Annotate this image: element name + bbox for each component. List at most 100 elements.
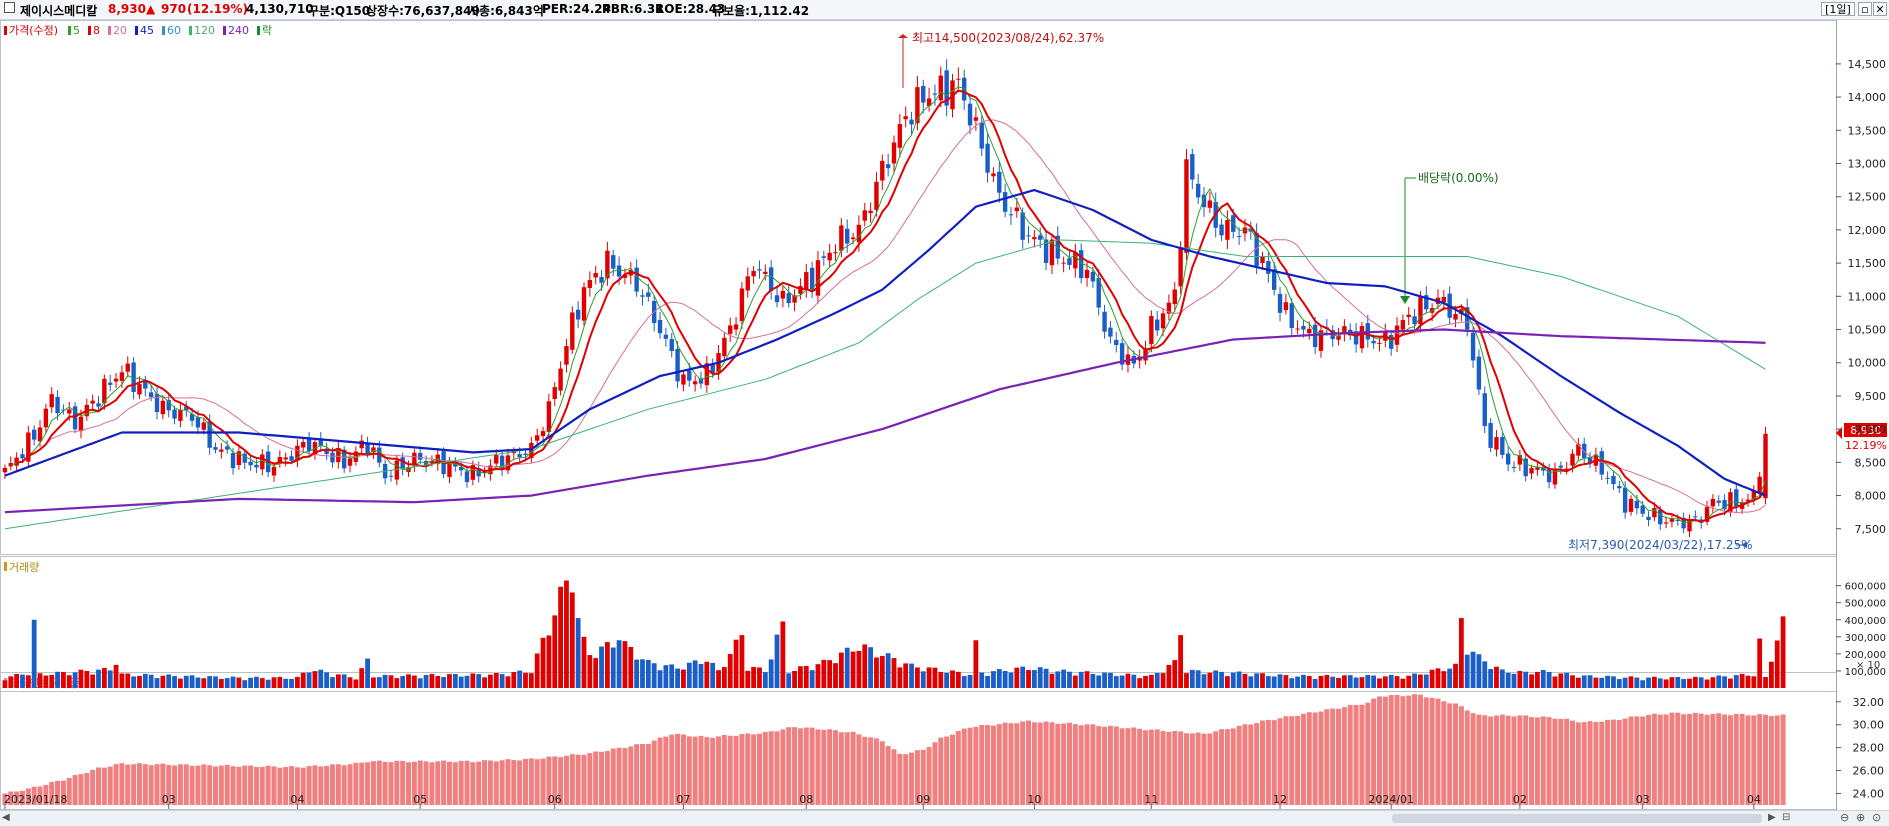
horizontal-scrollbar[interactable]: ◀ ▶ ⊟ ⊖ ⊕ ⊙: [0, 810, 1889, 826]
candle-body: [1201, 194, 1207, 208]
zoom-in-icon[interactable]: ⊕: [1856, 811, 1866, 824]
x-axis-label: 11: [1144, 793, 1158, 806]
foreign-bar: [1236, 725, 1242, 805]
foreign-bar: [903, 754, 909, 805]
zoom-reset-icon[interactable]: ⊙: [1872, 811, 1882, 824]
foreign-bar: [376, 760, 382, 805]
foreign-bar: [1675, 712, 1681, 805]
volume-bar: [1359, 677, 1365, 688]
scroll-left-icon[interactable]: ◀: [2, 812, 10, 823]
foreign-bar: [1084, 724, 1090, 805]
change-up-icon: ▲: [146, 2, 156, 16]
candle-body: [131, 362, 136, 392]
volume-bar: [452, 673, 458, 688]
foreign-bar: [651, 740, 657, 805]
foreign-bar: [1400, 696, 1406, 805]
volume-bar: [891, 658, 897, 688]
price-tick-label: 13,500: [1848, 124, 1887, 137]
volume-bar: [1242, 673, 1248, 688]
volume-bar: [1692, 676, 1698, 688]
foreign-bar: [125, 764, 131, 805]
foreign-bar: [66, 777, 72, 805]
candle-body: [1236, 236, 1242, 238]
candle-body: [55, 396, 60, 414]
foreign-bar: [1552, 718, 1558, 805]
foreign-bar: [979, 725, 985, 805]
candle-body: [1734, 489, 1739, 507]
volume-panel-title: 거래량: [9, 561, 39, 574]
foreign-bar: [49, 782, 55, 805]
stock-chart[interactable]: 가격(수정) 5 8 20 45 60 120 240 락 최고14,500(2023/08/…: [0, 20, 1889, 810]
candle-body: [412, 452, 417, 466]
window-maximize-icon[interactable]: ▫: [1858, 2, 1872, 16]
candle-body: [605, 250, 610, 279]
foreign-bar: [259, 766, 265, 805]
candle-body: [845, 228, 850, 244]
volume-bar: [160, 675, 166, 688]
foreign-bar: [873, 738, 879, 805]
candle-body: [1283, 302, 1289, 311]
foreign-bar: [119, 763, 125, 805]
foreign-tick-label: 32.00: [1853, 696, 1885, 709]
foreign-bar: [792, 727, 798, 805]
close-icon[interactable]: ✕: [1873, 2, 1887, 16]
foreign-bar: [1616, 720, 1622, 805]
foreign-bar: [1722, 714, 1728, 805]
scrollbar-thumb[interactable]: [1392, 814, 1762, 823]
candle-body: [885, 164, 891, 169]
window-checkbox[interactable]: [4, 2, 15, 16]
volume-bar: [435, 676, 441, 688]
volume-bar: [113, 664, 119, 688]
foreign-bar: [1587, 721, 1593, 805]
foreign-bar: [96, 767, 102, 805]
volume-bar: [1412, 673, 1417, 688]
candle-body: [1096, 277, 1101, 308]
candle-body: [874, 181, 879, 210]
volume-bar: [178, 678, 183, 688]
foreign-bar: [1447, 703, 1453, 805]
candle-body: [429, 460, 435, 464]
foreign-bar: [1289, 716, 1295, 805]
foreign-bar: [1154, 729, 1160, 805]
period-button[interactable]: [1일]: [1821, 2, 1855, 16]
volume-bar: [1189, 669, 1195, 688]
zoom-slider-icon[interactable]: ⊟: [1782, 812, 1791, 823]
volume-bar: [710, 662, 716, 688]
candle-body: [119, 372, 125, 381]
candle-body: [1552, 468, 1558, 485]
volume-bar: [1318, 675, 1324, 688]
candle-body: [804, 272, 809, 290]
zoom-out-icon[interactable]: ⊖: [1840, 811, 1850, 824]
candle-body: [330, 452, 335, 463]
legend-ma-label: 240: [228, 24, 249, 37]
volume-bar: [470, 673, 476, 688]
scroll-right-icon[interactable]: ▶: [1768, 812, 1776, 823]
candle-body: [1675, 519, 1680, 521]
foreign-bar: [1412, 694, 1418, 805]
volume-bar: [1535, 671, 1540, 688]
foreign-bar: [470, 762, 476, 805]
foreign-bar: [8, 791, 14, 805]
foreign-bar: [312, 765, 318, 805]
candle-body: [418, 452, 423, 460]
foreign-bar: [745, 733, 751, 805]
candle-body: [96, 403, 101, 407]
foreign-bar: [1564, 718, 1570, 805]
volume-bar: [1014, 667, 1020, 688]
candle-body: [646, 292, 651, 297]
volume-bar: [1499, 669, 1505, 688]
volume-bar: [8, 676, 14, 688]
x-axis-label: 12: [1273, 793, 1287, 806]
foreign-bar: [1458, 706, 1464, 805]
candle-body: [447, 463, 452, 477]
candle-body: [178, 409, 183, 421]
foreign-bar: [1341, 707, 1347, 805]
foreign-bar: [1189, 733, 1195, 805]
stock-name[interactable]: 제이시스메디칼: [20, 4, 98, 18]
foreign-bar: [499, 760, 505, 805]
foreign-bar: [1733, 714, 1739, 805]
volume-bar: [283, 678, 289, 688]
volume-bar: [90, 674, 96, 688]
low-annotation: 최저7,390(2024/03/22),17.25%: [1568, 538, 1753, 552]
volume-bar: [675, 668, 680, 688]
